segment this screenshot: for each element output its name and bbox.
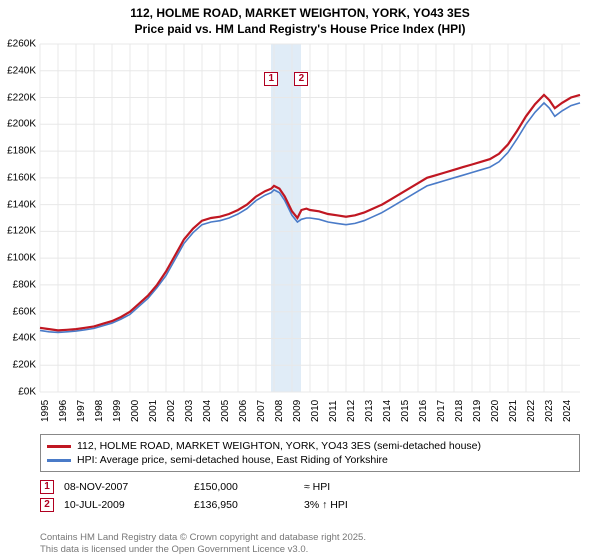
y-tick: £80K — [13, 279, 36, 290]
y-tick: £120K — [7, 226, 36, 237]
legend-swatch — [47, 445, 71, 448]
sales-vs-hpi: 3% ↑ HPI — [304, 499, 424, 511]
footer: Contains HM Land Registry data © Crown c… — [40, 532, 366, 556]
chart-marker-1: 1 — [264, 72, 278, 86]
x-tick: 2014 — [382, 400, 393, 422]
x-tick: 2006 — [238, 400, 249, 422]
sales-marker: 2 — [40, 498, 54, 512]
x-tick: 2009 — [292, 400, 303, 422]
sales-marker: 1 — [40, 480, 54, 494]
x-tick: 2003 — [184, 400, 195, 422]
footer-line1: Contains HM Land Registry data © Crown c… — [40, 532, 366, 544]
plot: 12 — [40, 44, 580, 392]
series-svg — [40, 44, 580, 392]
x-tick: 2005 — [220, 400, 231, 422]
sales-date: 08-NOV-2007 — [64, 481, 184, 493]
y-axis: £0K£20K£40K£60K£80K£100K£120K£140K£160K£… — [0, 44, 40, 392]
x-tick: 2007 — [256, 400, 267, 422]
y-tick: £220K — [7, 92, 36, 103]
plot-area: 12 — [40, 44, 580, 392]
x-tick: 2023 — [544, 400, 555, 422]
sales-row: 1 08-NOV-2007 £150,000 ≈ HPI — [40, 478, 580, 496]
x-tick: 1999 — [112, 400, 123, 422]
legend: 112, HOLME ROAD, MARKET WEIGHTON, YORK, … — [40, 434, 580, 472]
x-tick: 2020 — [490, 400, 501, 422]
y-tick: £0K — [18, 387, 36, 398]
sales-vs-hpi: ≈ HPI — [304, 481, 424, 493]
series-property — [40, 95, 580, 331]
chart-container: 112, HOLME ROAD, MARKET WEIGHTON, YORK, … — [0, 0, 600, 560]
legend-swatch — [47, 459, 71, 462]
y-tick: £140K — [7, 199, 36, 210]
x-tick: 1998 — [94, 400, 105, 422]
x-axis: 1995 1996 1997 1998 1999 2000 2001 2002 2003 2004… — [40, 392, 580, 432]
x-tick: 2024 — [562, 400, 573, 422]
x-tick: 2017 — [436, 400, 447, 422]
x-tick: 2013 — [364, 400, 375, 422]
x-tick: 2000 — [130, 400, 141, 422]
y-tick: £240K — [7, 65, 36, 76]
x-tick: 2015 — [400, 400, 411, 422]
x-tick: 2012 — [346, 400, 357, 422]
chart-marker-2: 2 — [294, 72, 308, 86]
sales-row: 2 10-JUL-2009 £136,950 3% ↑ HPI — [40, 496, 580, 514]
x-tick: 2004 — [202, 400, 213, 422]
x-tick: 2008 — [274, 400, 285, 422]
x-tick: 2018 — [454, 400, 465, 422]
y-tick: £100K — [7, 253, 36, 264]
x-tick: 1995 — [40, 400, 51, 422]
x-tick: 2022 — [526, 400, 537, 422]
y-tick: £40K — [13, 333, 36, 344]
sales-date: 10-JUL-2009 — [64, 499, 184, 511]
y-tick: £160K — [7, 172, 36, 183]
sales-table: 1 08-NOV-2007 £150,000 ≈ HPI 2 10-JUL-2009 £13… — [40, 478, 580, 514]
sales-price: £136,950 — [194, 499, 294, 511]
y-tick: £180K — [7, 146, 36, 157]
y-tick: £60K — [13, 306, 36, 317]
title-block: 112, HOLME ROAD, MARKET WEIGHTON, YORK, … — [0, 0, 600, 39]
x-tick: 2019 — [472, 400, 483, 422]
series-hpi — [40, 103, 580, 333]
x-tick: 2016 — [418, 400, 429, 422]
x-tick: 2011 — [328, 400, 339, 422]
legend-row: HPI: Average price, semi-detached house,… — [47, 453, 573, 467]
legend-label: HPI: Average price, semi-detached house,… — [77, 454, 388, 466]
title-address: 112, HOLME ROAD, MARKET WEIGHTON, YORK, … — [0, 6, 600, 22]
x-tick: 2002 — [166, 400, 177, 422]
footer-line2: This data is licensed under the Open Gov… — [40, 544, 366, 556]
x-tick: 1996 — [58, 400, 69, 422]
y-tick: £260K — [7, 39, 36, 50]
legend-row: 112, HOLME ROAD, MARKET WEIGHTON, YORK, … — [47, 439, 573, 453]
x-tick: 1997 — [76, 400, 87, 422]
x-tick: 2010 — [310, 400, 321, 422]
title-subtitle: Price paid vs. HM Land Registry's House … — [0, 22, 600, 38]
y-tick: £20K — [13, 360, 36, 371]
x-tick: 2021 — [508, 400, 519, 422]
x-tick: 2001 — [148, 400, 159, 422]
sales-price: £150,000 — [194, 481, 294, 493]
legend-label: 112, HOLME ROAD, MARKET WEIGHTON, YORK, … — [77, 440, 481, 452]
y-tick: £200K — [7, 119, 36, 130]
